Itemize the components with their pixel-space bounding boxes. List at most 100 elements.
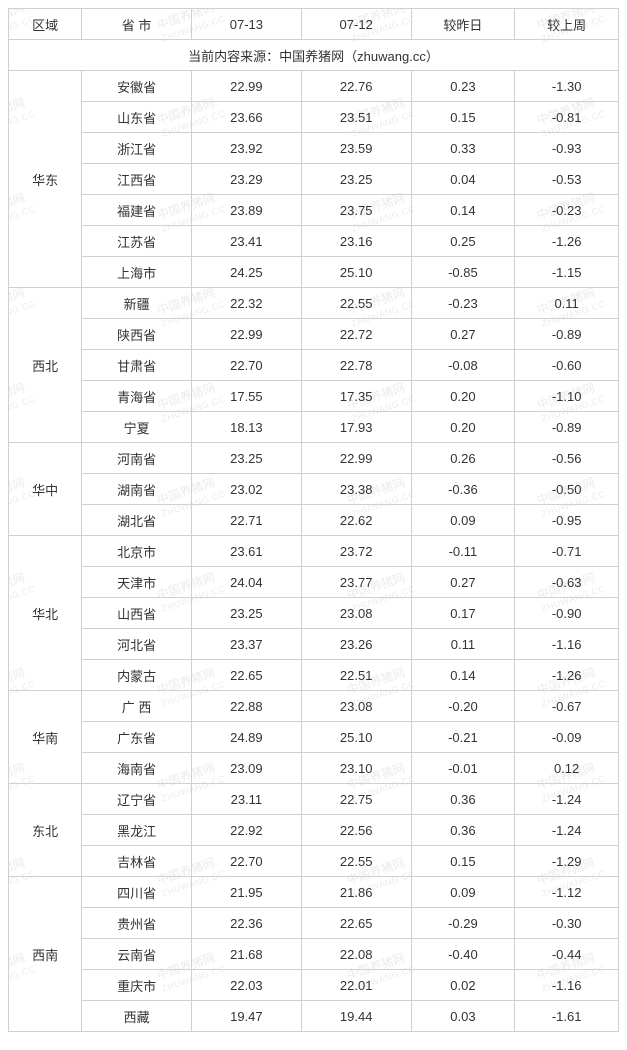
dod-cell: 0.11 — [411, 629, 515, 660]
wow-cell: -0.89 — [515, 412, 619, 443]
province-cell: 河南省 — [82, 443, 192, 474]
col-dod: 较昨日 — [411, 9, 515, 40]
date2-cell: 23.26 — [301, 629, 411, 660]
date1-cell: 23.66 — [191, 102, 301, 133]
dod-cell: 0.27 — [411, 567, 515, 598]
source-row: 当前内容来源：中国养猪网（zhuwang.cc） — [9, 40, 619, 71]
wow-cell: 0.12 — [515, 753, 619, 784]
province-cell: 浙江省 — [82, 133, 192, 164]
table-row: 内蒙古22.6522.510.14-1.26 — [9, 660, 619, 691]
province-cell: 湖北省 — [82, 505, 192, 536]
date2-cell: 23.25 — [301, 164, 411, 195]
wow-cell: -0.95 — [515, 505, 619, 536]
date1-cell: 22.70 — [191, 846, 301, 877]
province-cell: 青海省 — [82, 381, 192, 412]
table-row: 贵州省22.3622.65-0.29-0.30 — [9, 908, 619, 939]
region-cell: 西南 — [9, 877, 82, 1032]
wow-cell: -0.60 — [515, 350, 619, 381]
dod-cell: -0.01 — [411, 753, 515, 784]
table-row: 天津市24.0423.770.27-0.63 — [9, 567, 619, 598]
dod-cell: 0.26 — [411, 443, 515, 474]
province-cell: 广东省 — [82, 722, 192, 753]
col-date2: 07-12 — [301, 9, 411, 40]
province-cell: 云南省 — [82, 939, 192, 970]
province-cell: 四川省 — [82, 877, 192, 908]
date2-cell: 23.16 — [301, 226, 411, 257]
wow-cell: -1.10 — [515, 381, 619, 412]
wow-cell: -1.26 — [515, 660, 619, 691]
table-row: 河北省23.3723.260.11-1.16 — [9, 629, 619, 660]
date1-cell: 23.89 — [191, 195, 301, 226]
wow-cell: -0.63 — [515, 567, 619, 598]
wow-cell: -0.89 — [515, 319, 619, 350]
province-cell: 内蒙古 — [82, 660, 192, 691]
province-cell: 安徽省 — [82, 71, 192, 102]
dod-cell: -0.29 — [411, 908, 515, 939]
table-row: 海南省23.0923.10-0.010.12 — [9, 753, 619, 784]
dod-cell: 0.15 — [411, 846, 515, 877]
dod-cell: 0.36 — [411, 784, 515, 815]
table-row: 华中河南省23.2522.990.26-0.56 — [9, 443, 619, 474]
dod-cell: -0.36 — [411, 474, 515, 505]
table-row: 东北辽宁省23.1122.750.36-1.24 — [9, 784, 619, 815]
date1-cell: 24.25 — [191, 257, 301, 288]
date2-cell: 22.76 — [301, 71, 411, 102]
region-cell: 华南 — [9, 691, 82, 784]
province-cell: 新疆 — [82, 288, 192, 319]
province-cell: 宁夏 — [82, 412, 192, 443]
dod-cell: 0.23 — [411, 71, 515, 102]
dod-cell: -0.23 — [411, 288, 515, 319]
date1-cell: 22.32 — [191, 288, 301, 319]
province-cell: 上海市 — [82, 257, 192, 288]
date2-cell: 23.77 — [301, 567, 411, 598]
date2-cell: 23.10 — [301, 753, 411, 784]
date2-cell: 22.01 — [301, 970, 411, 1001]
table-row: 陕西省22.9922.720.27-0.89 — [9, 319, 619, 350]
province-cell: 山东省 — [82, 102, 192, 133]
date1-cell: 23.02 — [191, 474, 301, 505]
date1-cell: 23.25 — [191, 443, 301, 474]
dod-cell: 0.33 — [411, 133, 515, 164]
date1-cell: 23.11 — [191, 784, 301, 815]
province-cell: 湖南省 — [82, 474, 192, 505]
wow-cell: -0.56 — [515, 443, 619, 474]
date1-cell: 23.37 — [191, 629, 301, 660]
col-date1: 07-13 — [191, 9, 301, 40]
dod-cell: -0.40 — [411, 939, 515, 970]
date1-cell: 18.13 — [191, 412, 301, 443]
table-row: 湖北省22.7122.620.09-0.95 — [9, 505, 619, 536]
date1-cell: 23.25 — [191, 598, 301, 629]
table-row: 云南省21.6822.08-0.40-0.44 — [9, 939, 619, 970]
table-row: 华南广 西22.8823.08-0.20-0.67 — [9, 691, 619, 722]
table-row: 西北新疆22.3222.55-0.230.11 — [9, 288, 619, 319]
dod-cell: 0.03 — [411, 1001, 515, 1032]
province-cell: 黑龙江 — [82, 815, 192, 846]
date2-cell: 23.08 — [301, 691, 411, 722]
date1-cell: 24.89 — [191, 722, 301, 753]
wow-cell: -1.24 — [515, 815, 619, 846]
dod-cell: 0.15 — [411, 102, 515, 133]
region-cell: 华东 — [9, 71, 82, 288]
province-cell: 甘肃省 — [82, 350, 192, 381]
date1-cell: 22.36 — [191, 908, 301, 939]
dod-cell: 0.25 — [411, 226, 515, 257]
date2-cell: 22.62 — [301, 505, 411, 536]
wow-cell: -0.93 — [515, 133, 619, 164]
table-row: 吉林省22.7022.550.15-1.29 — [9, 846, 619, 877]
date1-cell: 22.70 — [191, 350, 301, 381]
table-row: 宁夏18.1317.930.20-0.89 — [9, 412, 619, 443]
date1-cell: 19.47 — [191, 1001, 301, 1032]
wow-cell: -1.26 — [515, 226, 619, 257]
wow-cell: -1.15 — [515, 257, 619, 288]
date2-cell: 17.93 — [301, 412, 411, 443]
wow-cell: -1.16 — [515, 970, 619, 1001]
dod-cell: 0.09 — [411, 505, 515, 536]
dod-cell: -0.21 — [411, 722, 515, 753]
wow-cell: -0.50 — [515, 474, 619, 505]
wow-cell: -0.23 — [515, 195, 619, 226]
date2-cell: 22.99 — [301, 443, 411, 474]
date1-cell: 23.09 — [191, 753, 301, 784]
date1-cell: 22.88 — [191, 691, 301, 722]
col-wow: 较上周 — [515, 9, 619, 40]
date1-cell: 22.65 — [191, 660, 301, 691]
